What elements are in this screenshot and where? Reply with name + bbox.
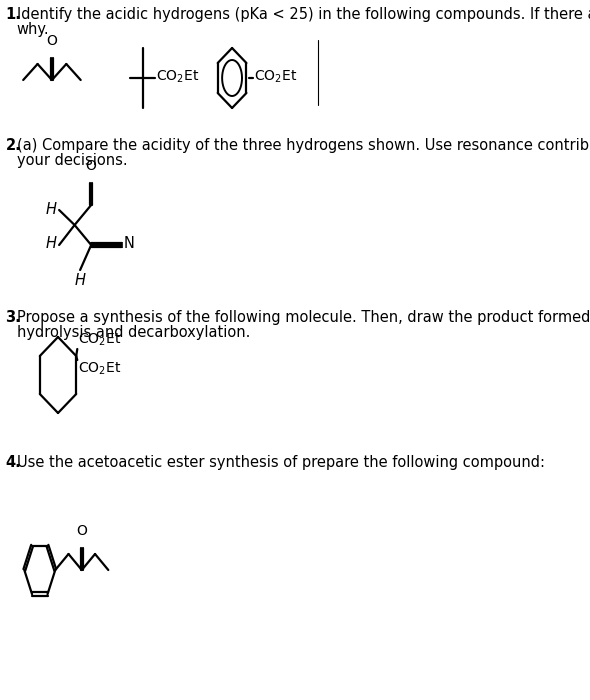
Text: hydrolysis and decarboxylation.: hydrolysis and decarboxylation. — [17, 325, 250, 340]
Text: 1.: 1. — [5, 7, 21, 22]
Text: CO$_2$Et: CO$_2$Et — [78, 361, 121, 377]
Text: Use the acetoacetic ester synthesis of prepare the following compound:: Use the acetoacetic ester synthesis of p… — [17, 455, 545, 470]
Text: H: H — [45, 237, 57, 251]
Text: (a) Compare the acidity of the three hydrogens shown. Use resonance contributors: (a) Compare the acidity of the three hyd… — [17, 138, 590, 153]
Text: H: H — [74, 273, 86, 288]
Text: your decisions.: your decisions. — [17, 153, 127, 168]
Text: why.: why. — [17, 22, 49, 37]
Text: N: N — [123, 237, 134, 251]
Text: CO$_2$Et: CO$_2$Et — [78, 332, 121, 348]
Text: CO$_2$Et: CO$_2$Et — [254, 69, 297, 85]
Text: CO$_2$Et: CO$_2$Et — [156, 69, 199, 85]
Text: 4.: 4. — [5, 455, 21, 470]
Text: O: O — [76, 524, 87, 538]
Text: 2.: 2. — [5, 138, 21, 153]
Text: O: O — [47, 34, 57, 48]
Text: Identify the acidic hydrogens (pKa < 25) in the following compounds. If there ar: Identify the acidic hydrogens (pKa < 25)… — [17, 7, 590, 22]
Text: Propose a synthesis of the following molecule. Then, draw the product formed fro: Propose a synthesis of the following mol… — [17, 310, 590, 325]
Text: 3.: 3. — [5, 310, 21, 325]
Text: O: O — [86, 159, 97, 173]
Text: H: H — [45, 202, 57, 216]
